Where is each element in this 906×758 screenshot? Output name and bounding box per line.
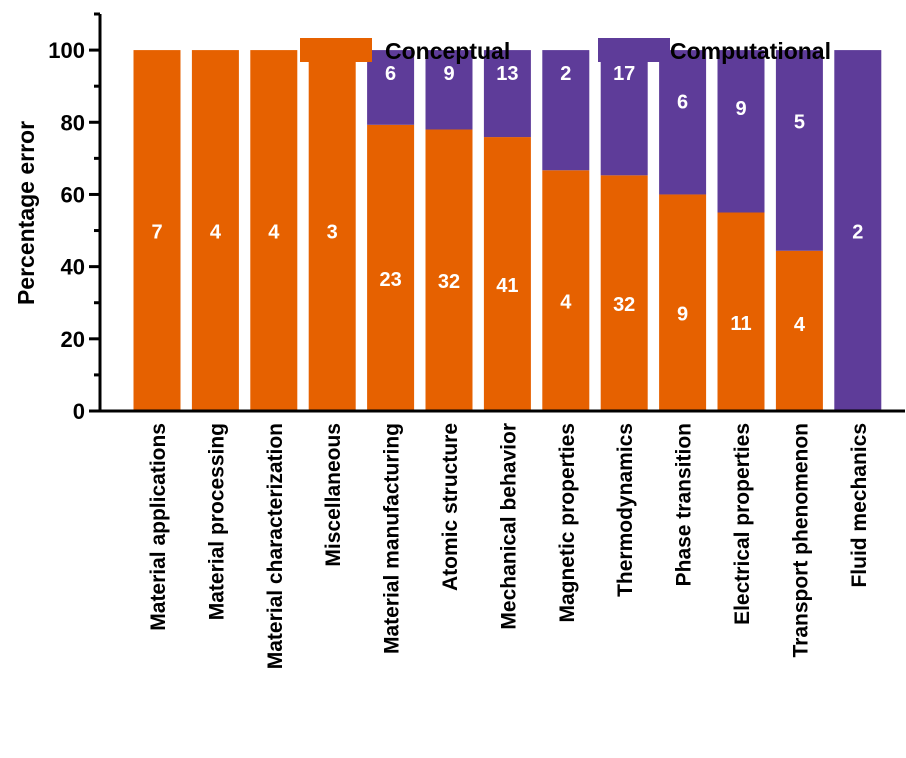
category-label: Material applications <box>147 423 170 631</box>
category-label: Material characterization <box>264 423 287 669</box>
data-label-conceptual: 4 <box>268 222 280 244</box>
data-label-conceptual: 23 <box>379 269 401 291</box>
bar-computational <box>717 50 765 213</box>
category-label: Phase transition <box>673 423 696 586</box>
category-label: Thermodynamics <box>614 423 637 597</box>
legend-label: Computational <box>670 38 831 64</box>
data-label-computational: 2 <box>852 222 863 244</box>
bar-conceptual <box>542 170 590 411</box>
data-label-conceptual: 41 <box>496 275 518 297</box>
y-tick-label: 20 <box>61 327 85 352</box>
category-label: Fluid mechanics <box>848 423 871 588</box>
bar-computational <box>542 50 590 171</box>
data-label-conceptual: 11 <box>730 313 751 335</box>
data-label-conceptual: 7 <box>151 222 162 244</box>
bar-conceptual <box>250 50 298 411</box>
bar-computational <box>600 50 648 176</box>
data-label-computational: 9 <box>443 63 454 85</box>
data-label-conceptual: 32 <box>613 294 635 316</box>
category-label: Electrical properties <box>731 423 754 625</box>
category-label: Magnetic properties <box>556 423 579 623</box>
y-tick-label: 0 <box>73 399 85 424</box>
category-label: Mechanical behavior <box>497 423 520 630</box>
bar-conceptual <box>367 124 415 412</box>
bar-computational <box>775 50 823 251</box>
category-label: Transport phenomenon <box>789 423 812 658</box>
data-label-conceptual: 9 <box>677 304 688 326</box>
bar-computational <box>367 50 415 125</box>
data-label-computational: 17 <box>613 63 635 85</box>
data-label-computational: 6 <box>385 63 396 85</box>
legend: Conceptual Computational <box>300 38 831 64</box>
data-label-conceptual: 4 <box>560 292 572 314</box>
y-tick-label: 100 <box>48 38 85 63</box>
legend-swatch <box>300 38 372 62</box>
category-label: Miscellaneous <box>322 423 345 567</box>
data-label-computational: 9 <box>735 98 746 120</box>
bar-computational <box>425 50 473 130</box>
y-tick-label: 60 <box>61 182 85 207</box>
category-label: Material processing <box>205 423 228 620</box>
bar-conceptual <box>133 50 181 411</box>
data-label-conceptual: 4 <box>794 314 806 336</box>
y-tick-label: 80 <box>61 110 85 135</box>
category-label: Atomic structure <box>439 423 462 591</box>
legend-label: Conceptual <box>385 38 510 64</box>
y-axis-title: Percentage error <box>13 121 39 305</box>
bar-conceptual <box>308 50 356 411</box>
bar-conceptual <box>191 50 239 411</box>
bar-computational <box>834 50 882 411</box>
data-label-computational: 2 <box>560 63 571 85</box>
bars-layer <box>133 50 882 412</box>
data-label-computational: 5 <box>794 111 805 133</box>
bar-conceptual <box>600 175 648 411</box>
data-label-computational: 13 <box>496 63 518 85</box>
bar-conceptual <box>483 137 531 411</box>
bar-conceptual <box>659 194 707 411</box>
data-label-conceptual: 4 <box>210 222 222 244</box>
data-label-conceptual: 3 <box>327 222 338 244</box>
bar-computational <box>659 50 707 195</box>
bar-conceptual <box>775 250 823 411</box>
axes-layer: Material applications Material processing… <box>13 12 905 669</box>
data-label-computational: 6 <box>677 92 688 114</box>
y-tick-label: 40 <box>61 255 85 280</box>
data-label-conceptual: 32 <box>438 271 460 293</box>
bar-conceptual <box>717 212 765 411</box>
bar-conceptual <box>425 129 473 411</box>
legend-swatch <box>598 38 670 62</box>
category-label: Material manufacturing <box>381 423 404 654</box>
bar-computational <box>483 50 531 138</box>
